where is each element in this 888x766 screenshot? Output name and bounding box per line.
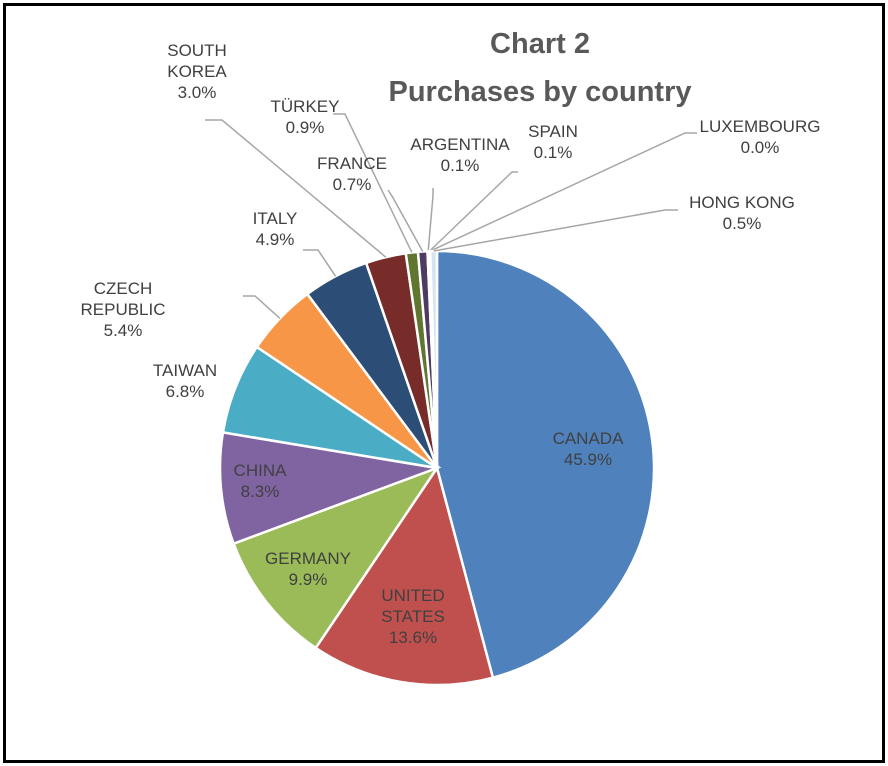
slice-label: HONG KONG 0.5% xyxy=(672,192,812,234)
value-label: 0.1% xyxy=(533,143,573,162)
value-label: 8.3% xyxy=(240,482,280,501)
value-label: 0.0% xyxy=(740,138,780,157)
slice-label: LUXEMBOURG 0.0% xyxy=(690,116,830,158)
slice-label: ITALY 4.9% xyxy=(215,208,335,250)
value-label: 0.1% xyxy=(440,156,480,175)
slice-label: TÜRKEY 0.9% xyxy=(245,96,365,138)
category-label: LUXEMBOURG xyxy=(699,117,821,136)
slice-label: FRANCE 0.7% xyxy=(292,153,412,195)
value-label: 0.5% xyxy=(722,214,762,233)
value-label: 0.7% xyxy=(332,175,372,194)
pie-slice xyxy=(313,465,495,687)
value-label: 45.9% xyxy=(563,450,613,469)
leader-line xyxy=(333,113,413,253)
chart-subtitle: Purchases by country xyxy=(388,76,692,108)
leader-line xyxy=(428,171,518,252)
slice-label: TAIWAN 6.8% xyxy=(125,360,245,402)
chart-title: Chart 2 xyxy=(490,28,590,60)
value-label: 0.9% xyxy=(285,118,325,137)
value-label: 3.0% xyxy=(177,83,217,102)
category-label: SOUTH KOREA xyxy=(167,41,227,81)
category-label: FRANCE xyxy=(317,154,387,173)
category-label: UNITED STATES xyxy=(381,586,445,626)
leader-line xyxy=(205,119,387,258)
category-label: SPAIN xyxy=(528,122,578,141)
category-label: HONG KONG xyxy=(689,193,795,212)
value-label: 13.6% xyxy=(388,628,438,647)
frame xyxy=(3,3,885,763)
category-label: CANADA xyxy=(552,429,624,448)
category-label: ARGENTINA xyxy=(410,135,510,154)
leader-line xyxy=(303,249,337,277)
value-label: 6.8% xyxy=(165,382,205,401)
category-label: TAIWAN xyxy=(152,361,218,380)
category-label: ITALY xyxy=(252,209,298,228)
category-label: GERMANY xyxy=(265,549,351,568)
leader-line xyxy=(243,295,281,319)
value-label: 9.9% xyxy=(288,570,328,589)
leader-line xyxy=(433,209,678,252)
pie-slice xyxy=(232,465,441,650)
leader-line xyxy=(387,189,424,252)
slice-label: GERMANY 9.9% xyxy=(248,548,368,590)
value-label: 4.9% xyxy=(255,230,295,249)
category-label: CHINA xyxy=(233,461,287,480)
slice-label: SPAIN 0.1% xyxy=(493,121,613,163)
slice-label: CHINA 8.3% xyxy=(200,460,320,502)
category-label: CZECH REPUBLIC xyxy=(80,279,166,319)
value-label: 5.4% xyxy=(103,321,143,340)
slice-label: CZECH REPUBLIC 5.4% xyxy=(68,278,178,341)
leader-line xyxy=(427,188,434,252)
slice-label: CANADA 45.9% xyxy=(528,428,648,470)
slice-label: UNITED STATES 13.6% xyxy=(368,585,458,648)
pie-slice xyxy=(435,249,656,680)
slice-label: SOUTH KOREA 3.0% xyxy=(152,40,242,103)
category-label: TÜRKEY xyxy=(270,97,340,116)
leader-line xyxy=(429,132,697,252)
slice-label: ARGENTINA 0.1% xyxy=(390,134,530,176)
